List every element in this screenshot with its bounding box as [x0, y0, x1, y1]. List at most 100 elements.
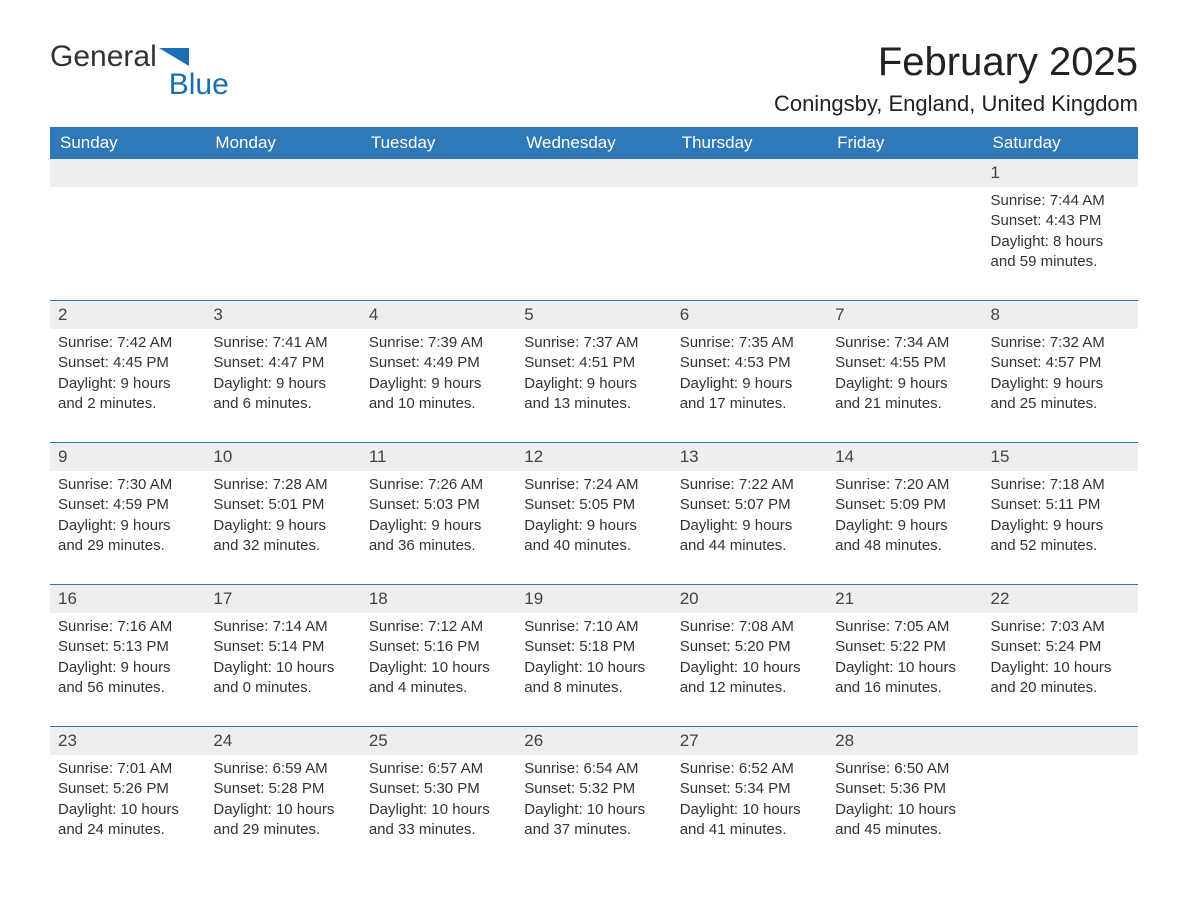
day-number-cell: 28	[827, 727, 982, 755]
sunrise-text: Sunrise: 7:26 AM	[369, 475, 508, 495]
day-number-cell: 26	[516, 727, 671, 755]
sunrise-text: Sunrise: 6:59 AM	[213, 759, 352, 779]
day-data-cell: Sunrise: 6:52 AMSunset: 5:34 PMDaylight:…	[672, 755, 827, 868]
calendar-table: SundayMondayTuesdayWednesdayThursdayFrid…	[50, 127, 1138, 868]
sunset-text: Sunset: 5:11 PM	[991, 495, 1130, 515]
day-header: Monday	[205, 127, 360, 159]
brand-logo: General Blue	[50, 40, 229, 102]
day-data-cell: Sunrise: 6:50 AMSunset: 5:36 PMDaylight:…	[827, 755, 982, 868]
sunset-text: Sunset: 5:07 PM	[680, 495, 819, 515]
day-number-cell	[50, 159, 205, 187]
brand-general: General	[50, 40, 157, 74]
day-number-row: 1	[50, 159, 1138, 187]
sunset-text: Sunset: 4:57 PM	[991, 353, 1130, 373]
day-data-cell	[672, 187, 827, 301]
sunrise-text: Sunrise: 7:16 AM	[58, 617, 197, 637]
sunset-text: Sunset: 5:03 PM	[369, 495, 508, 515]
daylight-text: Daylight: 10 hours and 33 minutes.	[369, 800, 508, 841]
sunrise-text: Sunrise: 7:34 AM	[835, 333, 974, 353]
day-data-cell: Sunrise: 7:30 AMSunset: 4:59 PMDaylight:…	[50, 471, 205, 585]
sunset-text: Sunset: 5:28 PM	[213, 779, 352, 799]
day-data-cell: Sunrise: 7:41 AMSunset: 4:47 PMDaylight:…	[205, 329, 360, 443]
daylight-text: Daylight: 9 hours and 36 minutes.	[369, 516, 508, 557]
sunrise-text: Sunrise: 7:12 AM	[369, 617, 508, 637]
sunset-text: Sunset: 4:55 PM	[835, 353, 974, 373]
sunset-text: Sunset: 4:45 PM	[58, 353, 197, 373]
day-number-cell: 7	[827, 301, 982, 329]
sunrise-text: Sunrise: 7:37 AM	[524, 333, 663, 353]
daylight-text: Daylight: 9 hours and 21 minutes.	[835, 374, 974, 415]
title-block: February 2025 Coningsby, England, United…	[774, 40, 1138, 117]
day-number-cell: 16	[50, 585, 205, 613]
sunset-text: Sunset: 4:43 PM	[991, 211, 1130, 231]
sunset-text: Sunset: 5:20 PM	[680, 637, 819, 657]
day-data-cell: Sunrise: 7:37 AMSunset: 4:51 PMDaylight:…	[516, 329, 671, 443]
sunrise-text: Sunrise: 6:52 AM	[680, 759, 819, 779]
day-data-cell	[516, 187, 671, 301]
sunrise-text: Sunrise: 7:08 AM	[680, 617, 819, 637]
day-number-cell: 21	[827, 585, 982, 613]
daylight-text: Daylight: 10 hours and 37 minutes.	[524, 800, 663, 841]
day-header: Saturday	[983, 127, 1138, 159]
sunset-text: Sunset: 5:24 PM	[991, 637, 1130, 657]
day-data-cell: Sunrise: 6:59 AMSunset: 5:28 PMDaylight:…	[205, 755, 360, 868]
day-data-cell: Sunrise: 7:44 AMSunset: 4:43 PMDaylight:…	[983, 187, 1138, 301]
daylight-text: Daylight: 9 hours and 40 minutes.	[524, 516, 663, 557]
sunset-text: Sunset: 5:30 PM	[369, 779, 508, 799]
daylight-text: Daylight: 8 hours and 59 minutes.	[991, 232, 1130, 273]
daylight-text: Daylight: 9 hours and 10 minutes.	[369, 374, 508, 415]
sunrise-text: Sunrise: 7:41 AM	[213, 333, 352, 353]
day-data-cell: Sunrise: 7:26 AMSunset: 5:03 PMDaylight:…	[361, 471, 516, 585]
sunrise-text: Sunrise: 6:54 AM	[524, 759, 663, 779]
day-header: Wednesday	[516, 127, 671, 159]
day-number-cell: 5	[516, 301, 671, 329]
day-data-cell: Sunrise: 7:14 AMSunset: 5:14 PMDaylight:…	[205, 613, 360, 727]
day-data-cell: Sunrise: 7:08 AMSunset: 5:20 PMDaylight:…	[672, 613, 827, 727]
daylight-text: Daylight: 10 hours and 45 minutes.	[835, 800, 974, 841]
daylight-text: Daylight: 10 hours and 20 minutes.	[991, 658, 1130, 699]
day-data-cell: Sunrise: 6:57 AMSunset: 5:30 PMDaylight:…	[361, 755, 516, 868]
day-number-row: 9101112131415	[50, 443, 1138, 471]
daylight-text: Daylight: 9 hours and 48 minutes.	[835, 516, 974, 557]
daylight-text: Daylight: 9 hours and 2 minutes.	[58, 374, 197, 415]
sunset-text: Sunset: 4:59 PM	[58, 495, 197, 515]
daylight-text: Daylight: 9 hours and 17 minutes.	[680, 374, 819, 415]
day-number-cell: 10	[205, 443, 360, 471]
daylight-text: Daylight: 10 hours and 8 minutes.	[524, 658, 663, 699]
sunrise-text: Sunrise: 7:39 AM	[369, 333, 508, 353]
sunset-text: Sunset: 5:09 PM	[835, 495, 974, 515]
day-data-cell: Sunrise: 7:03 AMSunset: 5:24 PMDaylight:…	[983, 613, 1138, 727]
daylight-text: Daylight: 10 hours and 16 minutes.	[835, 658, 974, 699]
day-number-cell	[983, 727, 1138, 755]
sunset-text: Sunset: 5:34 PM	[680, 779, 819, 799]
day-data-cell: Sunrise: 7:05 AMSunset: 5:22 PMDaylight:…	[827, 613, 982, 727]
sunset-text: Sunset: 4:47 PM	[213, 353, 352, 373]
day-number-cell: 3	[205, 301, 360, 329]
day-data-cell: Sunrise: 7:34 AMSunset: 4:55 PMDaylight:…	[827, 329, 982, 443]
page-header: General Blue February 2025 Coningsby, En…	[50, 40, 1138, 117]
sunrise-text: Sunrise: 7:42 AM	[58, 333, 197, 353]
day-data-row: Sunrise: 7:30 AMSunset: 4:59 PMDaylight:…	[50, 471, 1138, 585]
day-header: Tuesday	[361, 127, 516, 159]
sunrise-text: Sunrise: 7:35 AM	[680, 333, 819, 353]
sunset-text: Sunset: 5:18 PM	[524, 637, 663, 657]
day-number-row: 16171819202122	[50, 585, 1138, 613]
day-data-cell: Sunrise: 7:32 AMSunset: 4:57 PMDaylight:…	[983, 329, 1138, 443]
sunset-text: Sunset: 5:22 PM	[835, 637, 974, 657]
sunset-text: Sunset: 4:49 PM	[369, 353, 508, 373]
location-subtitle: Coningsby, England, United Kingdom	[774, 91, 1138, 117]
day-number-cell: 15	[983, 443, 1138, 471]
sunset-text: Sunset: 4:51 PM	[524, 353, 663, 373]
day-data-cell	[827, 187, 982, 301]
daylight-text: Daylight: 9 hours and 6 minutes.	[213, 374, 352, 415]
day-data-row: Sunrise: 7:44 AMSunset: 4:43 PMDaylight:…	[50, 187, 1138, 301]
sunset-text: Sunset: 4:53 PM	[680, 353, 819, 373]
sunset-text: Sunset: 5:32 PM	[524, 779, 663, 799]
sunset-text: Sunset: 5:26 PM	[58, 779, 197, 799]
day-data-cell: Sunrise: 7:20 AMSunset: 5:09 PMDaylight:…	[827, 471, 982, 585]
day-number-cell: 11	[361, 443, 516, 471]
day-data-cell: Sunrise: 7:28 AMSunset: 5:01 PMDaylight:…	[205, 471, 360, 585]
day-number-cell	[827, 159, 982, 187]
day-data-row: Sunrise: 7:16 AMSunset: 5:13 PMDaylight:…	[50, 613, 1138, 727]
day-header: Friday	[827, 127, 982, 159]
